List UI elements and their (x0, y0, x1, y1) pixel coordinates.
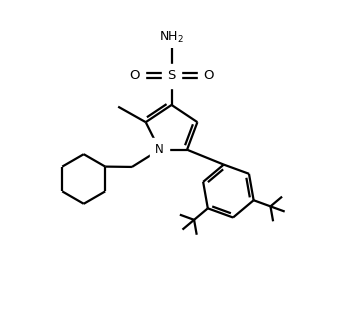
Text: NH$_2$: NH$_2$ (159, 30, 184, 45)
Text: S: S (167, 69, 176, 82)
Text: O: O (203, 69, 214, 82)
Text: O: O (130, 69, 140, 82)
Text: N: N (155, 143, 164, 156)
